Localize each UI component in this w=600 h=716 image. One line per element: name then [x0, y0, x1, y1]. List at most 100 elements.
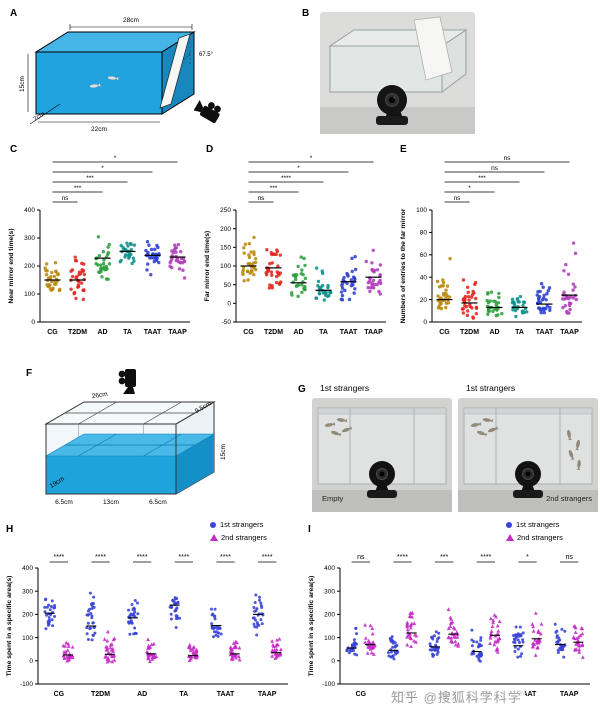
svg-text:****: ****	[281, 175, 292, 182]
webcam-icon	[513, 461, 543, 498]
video-camera-icon	[193, 99, 221, 123]
legend-label-first-strangers: 1st strangers	[220, 520, 264, 529]
svg-text:TAAT: TAAT	[340, 329, 358, 336]
svg-text:-100: -100	[20, 681, 33, 688]
water-front	[46, 456, 176, 494]
legend-label-second-strangers: 2nd strangers	[517, 533, 563, 542]
svg-text:60: 60	[420, 252, 428, 259]
svg-text:-50: -50	[222, 319, 232, 326]
svg-text:ns: ns	[504, 155, 512, 162]
panel-label-h: H	[6, 524, 14, 535]
legend-row-first-strangers: 1st strangers	[210, 518, 267, 531]
svg-text:***: ***	[440, 554, 448, 561]
svg-text:TAAT: TAAT	[536, 329, 554, 336]
svg-text:TA: TA	[515, 329, 524, 336]
svg-text:****: ****	[178, 554, 189, 561]
photo-social-empty: Empty	[312, 398, 452, 512]
svg-text:****: ****	[95, 554, 106, 561]
chart-entries-far-mirror: 0 20 40 60 80 100 Numbers of entries to the fa…	[400, 155, 582, 336]
svg-text:TAAT: TAAT	[217, 691, 235, 698]
tank-frame	[463, 407, 593, 415]
svg-text:***: ***	[478, 175, 486, 182]
svg-text:0: 0	[331, 658, 335, 665]
svg-text:TAAP: TAAP	[258, 691, 277, 698]
svg-text:CG: CG	[356, 691, 367, 698]
svg-text:CG: CG	[243, 329, 254, 336]
dim-label-top: 26cm	[91, 391, 108, 400]
diagram-social-tank: 26cm 9.5cm 15cm 6.5cm 13cm 6.5cm 19cm	[44, 369, 227, 506]
mirror-panel	[413, 16, 453, 81]
legend-h: 1st strangers 2nd strangers	[210, 518, 267, 544]
dim-label-angle: 67.5°	[199, 52, 214, 58]
panel-label-d: D	[206, 144, 214, 155]
svg-text:ns: ns	[258, 195, 266, 202]
svg-text:ns: ns	[357, 554, 365, 561]
svg-text:****: ****	[397, 554, 408, 561]
panel-label-e: E	[400, 144, 407, 155]
fish-icon	[477, 430, 488, 437]
legend-label-first-strangers: 1st strangers	[516, 520, 560, 529]
svg-text:0: 0	[227, 301, 231, 308]
legend-row-first-strangers: 1st strangers	[506, 518, 563, 531]
svg-text:200: 200	[324, 612, 335, 619]
svg-text:TA: TA	[319, 329, 328, 336]
webcam-icon	[376, 85, 408, 125]
panel-label-a: A	[10, 8, 18, 19]
tank-front-face	[35, 51, 163, 115]
svg-text:100: 100	[220, 263, 231, 270]
svg-text:TAAT: TAAT	[519, 691, 537, 698]
dim-label-bottom: 22cm	[91, 126, 107, 133]
svg-text:***: ***	[74, 185, 82, 192]
fish-icon	[324, 422, 336, 427]
watermark: 知乎 @搜狐科学科学	[388, 687, 525, 706]
panel-label-i: I	[308, 524, 311, 535]
fish-icon	[107, 75, 119, 81]
dim-label-bottom-right: 6.5cm	[149, 499, 167, 506]
svg-text:100: 100	[24, 291, 35, 298]
second-strangers-marker-icon	[506, 534, 514, 541]
svg-text:Time spent in a specific area(: Time spent in a specific area(s)	[6, 576, 13, 677]
svg-text:50: 50	[224, 282, 232, 289]
tank-frame	[317, 407, 447, 415]
panel-label-b: B	[302, 8, 310, 19]
second-strangers-marker-icon	[210, 534, 218, 541]
legend-row-second-strangers: 2nd strangers	[210, 531, 267, 544]
svg-text:T2DM: T2DM	[460, 329, 479, 336]
fish-icon	[342, 426, 353, 433]
svg-text:200: 200	[24, 263, 35, 270]
svg-text:ns: ns	[454, 195, 462, 202]
svg-text:*: *	[101, 165, 104, 172]
svg-text:0: 0	[31, 319, 35, 326]
svg-text:Far mirror end time(s): Far mirror end time(s)	[204, 231, 211, 302]
svg-text:100: 100	[416, 207, 427, 214]
fish-icon	[470, 422, 482, 427]
svg-text:400: 400	[24, 207, 35, 214]
fish-icon	[336, 418, 348, 423]
svg-text:0: 0	[423, 319, 427, 326]
svg-text:*: *	[526, 554, 529, 561]
fish-icon	[568, 450, 575, 461]
svg-text:100: 100	[22, 635, 33, 642]
table-surface	[312, 490, 452, 512]
first-strangers-marker-icon	[210, 521, 216, 528]
webcam-icon	[367, 461, 397, 498]
svg-text:AD: AD	[97, 329, 107, 336]
svg-text:CG: CG	[47, 329, 58, 336]
photo-caption-empty: Empty	[322, 494, 344, 503]
svg-text:300: 300	[324, 588, 335, 595]
dimension-line	[29, 103, 61, 125]
fish-icon	[331, 430, 342, 437]
chart-far-mirror-time: -50 0 50 100 150 200 250 Far mirror end time(s)…	[204, 155, 386, 336]
svg-text:CG: CG	[54, 691, 65, 698]
photo-mirror-setup	[320, 12, 475, 134]
svg-text:Time spent in a specific area(: Time spent in a specific area(s)	[308, 576, 315, 677]
svg-text:AD: AD	[137, 691, 147, 698]
svg-text:20: 20	[420, 297, 428, 304]
svg-text:400: 400	[324, 565, 335, 572]
svg-text:TA: TA	[123, 329, 132, 336]
svg-text:TA: TA	[179, 691, 188, 698]
svg-text:150: 150	[220, 245, 231, 252]
svg-text:****: ****	[220, 554, 231, 561]
svg-text:Numbers of entries to the far: Numbers of entries to the far mirror	[400, 208, 407, 323]
